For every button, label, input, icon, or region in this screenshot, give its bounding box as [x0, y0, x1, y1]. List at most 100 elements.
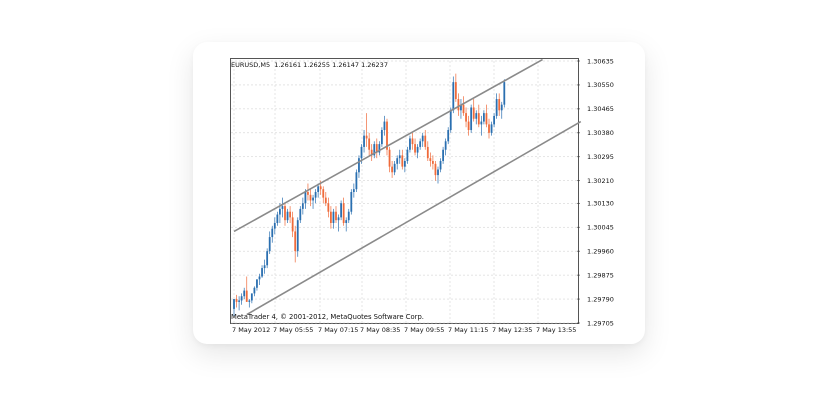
candle-body	[414, 144, 416, 153]
candle-body	[454, 82, 457, 100]
candle-body	[365, 135, 368, 139]
candle-body	[296, 220, 299, 252]
candle-body	[258, 276, 261, 280]
candle-body	[480, 121, 483, 125]
candle-body	[289, 211, 291, 218]
candle-body	[411, 138, 414, 145]
y-tick-label: 1.29790	[587, 295, 614, 303]
candle-body	[460, 104, 462, 111]
y-tick-label: 1.29705	[587, 319, 614, 327]
candle-body	[276, 214, 279, 223]
candle-body	[426, 146, 429, 159]
candle-body	[350, 192, 353, 212]
candle-body	[449, 110, 452, 131]
candle-body	[470, 107, 473, 131]
candle-body	[429, 158, 432, 162]
candle-body	[396, 158, 399, 164]
y-tick-label: 1.30045	[587, 224, 614, 232]
candle-body	[322, 189, 325, 198]
candle-body	[358, 158, 360, 173]
candle-body	[503, 82, 506, 105]
candle-body	[444, 141, 447, 150]
candle-body	[401, 155, 404, 167]
candle-body	[319, 186, 322, 190]
candle-body	[368, 138, 371, 150]
candle-body	[398, 155, 401, 159]
candle-body	[465, 113, 467, 122]
candle-body	[416, 146, 419, 153]
chart-frame[interactable]: 1.30635 1.30550 1.30465 1.30380 1.30295 1.302…	[230, 57, 614, 334]
candle-body	[271, 228, 274, 238]
candle-body	[483, 113, 485, 122]
candle-body	[233, 299, 235, 309]
candle-body	[485, 113, 488, 125]
candle-body	[238, 300, 240, 302]
x-tick-label: 7 May 12:35	[492, 326, 532, 334]
candle-body	[243, 290, 246, 297]
candle-body	[462, 104, 465, 114]
candle-body	[391, 166, 393, 173]
candle-body	[324, 197, 327, 204]
y-tick-label: 1.30635	[587, 57, 614, 65]
candle-body	[467, 121, 470, 131]
candle-body	[312, 197, 314, 201]
candle-body	[421, 135, 424, 142]
copyright-text: MetaTrader 4, © 2001-2012, MetaQuotes So…	[231, 313, 424, 321]
x-tick-label: 7 May 05:55	[273, 326, 313, 334]
chart-header: EURUSD,M5 1.26161 1.26255 1.26147 1.2623…	[231, 61, 388, 69]
x-axis: 7 May 2012 7 May 05:55 7 May 07:15 7 May 08…	[232, 326, 576, 334]
candle-body	[355, 172, 358, 190]
channel-lines	[233, 58, 582, 316]
channel-lower-line	[246, 120, 582, 316]
candle-body	[378, 144, 381, 153]
candle-body	[335, 211, 337, 221]
candle-body	[472, 107, 475, 119]
candle-body	[424, 135, 427, 147]
candle-body	[342, 203, 345, 223]
candle-body	[442, 149, 444, 162]
candle-body	[240, 296, 243, 301]
candle-body	[245, 290, 248, 302]
candle-body	[309, 194, 312, 201]
y-tick-label: 1.29960	[587, 247, 614, 255]
candle-body	[279, 208, 281, 215]
candle-body	[352, 189, 355, 192]
candle-body	[452, 82, 455, 111]
candle-body	[235, 299, 238, 302]
grid-lines	[231, 60, 577, 324]
candle-body	[493, 115, 495, 125]
candle-body	[250, 293, 253, 301]
candle-body	[284, 206, 286, 221]
candle-body	[406, 149, 409, 162]
candle-body	[495, 99, 498, 116]
candle-body	[317, 186, 320, 192]
x-tick-label: 7 May 07:15	[318, 326, 358, 334]
candle-body	[475, 113, 478, 119]
price-chart[interactable]: 1.30635 1.30550 1.30465 1.30380 1.30295 1.302…	[231, 57, 631, 339]
candle-body	[314, 192, 317, 198]
y-tick-label: 1.30380	[587, 129, 614, 137]
candle-body	[307, 192, 309, 195]
candle-body	[403, 161, 406, 167]
candle-body	[439, 161, 442, 170]
candle-body	[347, 211, 350, 221]
candle-body	[360, 146, 363, 159]
channel-upper-line	[233, 58, 543, 233]
y-tick-label: 1.29875	[587, 271, 614, 279]
candle-body	[304, 192, 307, 204]
candle-body	[447, 130, 450, 142]
candle-body	[477, 113, 480, 125]
candle-body	[375, 144, 378, 153]
candle-body	[373, 144, 376, 156]
candle-body	[457, 99, 460, 111]
symbol-label: EURUSD,M5	[231, 61, 271, 69]
y-tick-label: 1.30550	[587, 81, 614, 89]
candle-body	[490, 124, 493, 133]
candle-body	[261, 268, 263, 277]
x-tick-label: 7 May 2012	[232, 326, 270, 334]
candle-body	[488, 124, 490, 133]
candle-body	[263, 265, 266, 269]
y-tick-label: 1.30465	[587, 105, 614, 113]
candle-body	[327, 203, 330, 212]
candle-body	[330, 211, 332, 223]
